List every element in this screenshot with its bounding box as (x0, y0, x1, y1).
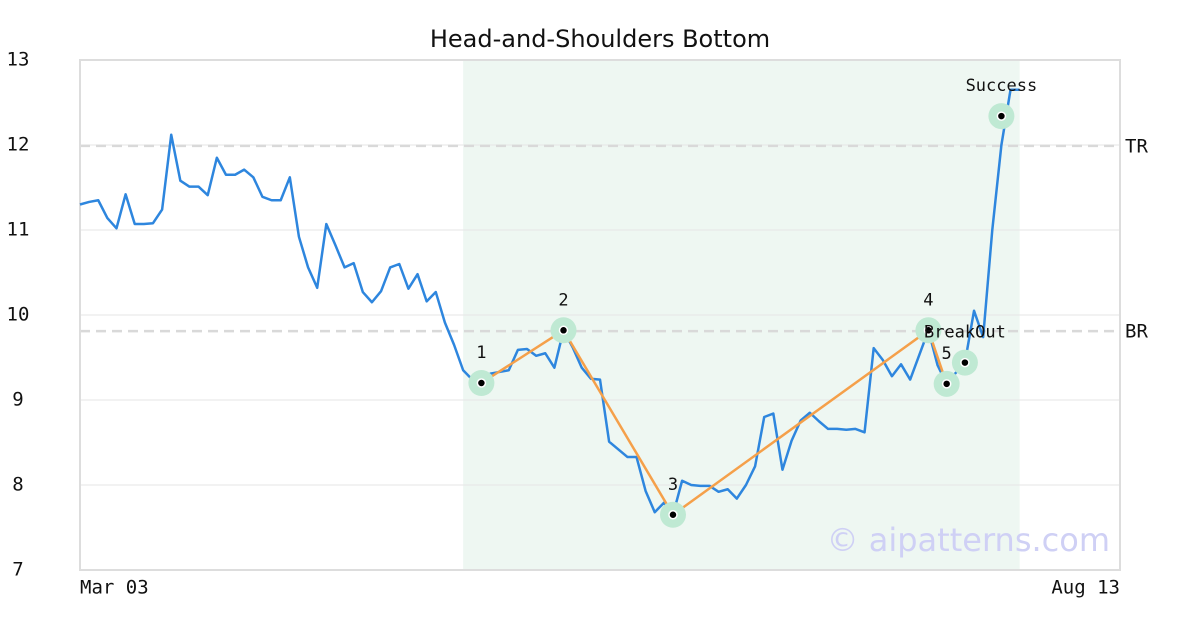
level-label: TR (1125, 135, 1148, 157)
pivot-dot (476, 378, 487, 388)
x-tick-label: Aug 13 (1051, 577, 1120, 599)
watermark: © aipatterns.com (827, 521, 1110, 559)
price-line (79, 88, 1020, 516)
pivot-label: 3 (668, 475, 678, 495)
pivot-dot (941, 379, 952, 389)
y-tick-label: 11 (7, 219, 30, 241)
y-tick-label: 8 (12, 474, 23, 496)
y-tick-label: 13 (7, 49, 30, 71)
pivot-dot (668, 510, 678, 520)
event-label: BreakOut (924, 323, 1006, 343)
y-tick-label: 7 (12, 559, 23, 581)
event-dot (996, 111, 1007, 121)
y-tick-label: 12 (7, 134, 30, 156)
event-dot (960, 357, 970, 368)
pivot-label: 4 (923, 290, 933, 310)
pivot-label: 1 (476, 343, 486, 363)
x-tick-label: Mar 03 (80, 577, 149, 599)
pivot-dot (558, 325, 569, 336)
y-tick-label: 10 (7, 304, 30, 326)
event-label: Success (966, 76, 1038, 96)
level-label: BR (1125, 321, 1148, 343)
plot-border (79, 59, 1121, 571)
y-tick-label: 9 (12, 389, 23, 411)
pivot-label: 2 (558, 290, 568, 310)
pivot-label: 5 (942, 344, 952, 364)
chart-title: Head-and-Shoulders Bottom (430, 25, 770, 53)
pivot-dot (923, 325, 934, 336)
